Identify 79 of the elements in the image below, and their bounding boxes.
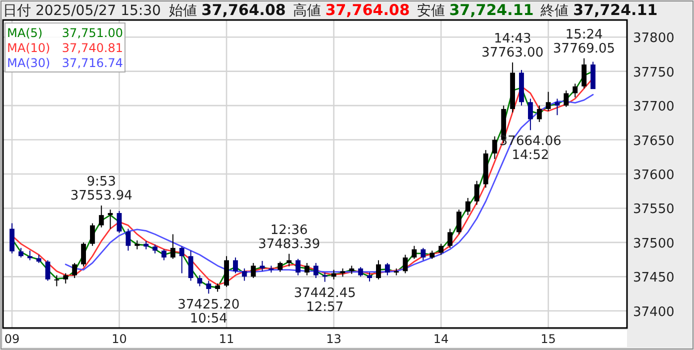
y-tick-label: 37500 bbox=[633, 236, 674, 252]
x-tick-label: 13 bbox=[326, 332, 342, 346]
candlestick bbox=[438, 243, 444, 256]
candlestick bbox=[376, 260, 381, 280]
candlestick bbox=[10, 222, 14, 254]
candlestick bbox=[63, 272, 68, 284]
candlestick bbox=[116, 210, 122, 234]
candlestick bbox=[536, 105, 542, 122]
text: 始値 37,764.08 bbox=[168, 1, 286, 19]
y-tick-label: 37600 bbox=[633, 168, 674, 183]
candlestick bbox=[572, 83, 578, 98]
candlestick bbox=[331, 269, 336, 280]
annotation: 37425.20 10:54 bbox=[178, 298, 240, 327]
y-tick-label: 37800 bbox=[633, 31, 674, 46]
candlestick bbox=[170, 234, 176, 260]
candlestick bbox=[546, 91, 551, 112]
candlestick bbox=[161, 248, 166, 261]
candlestick bbox=[108, 209, 113, 230]
candlestick bbox=[197, 274, 202, 287]
text: MA(5) bbox=[7, 26, 43, 40]
candlestick bbox=[179, 246, 184, 274]
x-tick-label: 11 bbox=[218, 332, 234, 346]
candlestick bbox=[233, 257, 238, 274]
candlestick bbox=[18, 247, 24, 258]
candlestick bbox=[448, 228, 452, 248]
y-tick-label: 37400 bbox=[633, 304, 674, 320]
candlestick bbox=[27, 250, 32, 261]
candlestick bbox=[278, 261, 283, 272]
candlestick bbox=[304, 262, 310, 276]
candlestick bbox=[384, 262, 390, 276]
annotation: 9:53 37553.94 bbox=[70, 174, 132, 204]
candlestick bbox=[242, 268, 247, 282]
candlestick bbox=[286, 253, 292, 267]
x-tick-label: 10 bbox=[112, 332, 127, 346]
annotation: 15:24 37769.05 bbox=[553, 27, 616, 56]
x-tick-label: 15 bbox=[540, 332, 556, 346]
candlestick bbox=[81, 242, 86, 267]
annotation: 12:36 37483.39 bbox=[258, 222, 320, 252]
annotation: 14:43 37763.00 bbox=[482, 31, 544, 60]
candlestick bbox=[582, 58, 587, 89]
chart-title: 日付 2025/05/27 15:30 bbox=[3, 3, 161, 19]
candlestick bbox=[456, 209, 462, 235]
candlestick bbox=[54, 274, 60, 287]
candlestick bbox=[492, 136, 498, 160]
candlestick bbox=[206, 280, 212, 294]
annotation: 37,751.00 bbox=[62, 26, 123, 40]
candlestick bbox=[250, 262, 256, 279]
candlestick bbox=[474, 180, 480, 206]
candlestick bbox=[564, 90, 569, 108]
candlestick bbox=[358, 266, 364, 278]
text: 終値 37,724.11 bbox=[540, 1, 658, 19]
x-tick-label: 09 bbox=[4, 332, 20, 346]
y-tick-label: 37650 bbox=[633, 134, 674, 149]
text: 高値 37,764.08 bbox=[292, 1, 410, 19]
candlestick bbox=[296, 258, 300, 276]
candlestick bbox=[554, 98, 560, 116]
y-tick-label: 37700 bbox=[633, 100, 674, 115]
candlestick bbox=[260, 260, 265, 272]
y-tick-label: 37750 bbox=[633, 65, 674, 80]
text: MA(10) bbox=[7, 41, 50, 55]
candlestick bbox=[528, 98, 533, 131]
candlestick bbox=[402, 254, 408, 274]
y-tick-label: 37450 bbox=[633, 270, 674, 286]
x-tick-label: 14 bbox=[433, 332, 449, 346]
annotation: 37,740.81 bbox=[62, 41, 123, 55]
annotation: 37,716.74 bbox=[62, 56, 123, 70]
candlestick bbox=[45, 260, 50, 282]
candlestick bbox=[90, 222, 95, 246]
candlestick bbox=[126, 228, 131, 252]
y-tick-label: 37550 bbox=[633, 202, 674, 218]
candlestick bbox=[465, 197, 470, 216]
candlestick bbox=[420, 247, 426, 261]
text: 安値 37,724.11 bbox=[416, 1, 534, 19]
annotation: 37442.45 12:57 bbox=[294, 286, 356, 315]
candlestick bbox=[313, 262, 318, 279]
text: MA(30) bbox=[7, 56, 50, 70]
candlestick bbox=[188, 250, 194, 282]
candlestick bbox=[98, 205, 104, 228]
candlestick bbox=[72, 262, 78, 279]
